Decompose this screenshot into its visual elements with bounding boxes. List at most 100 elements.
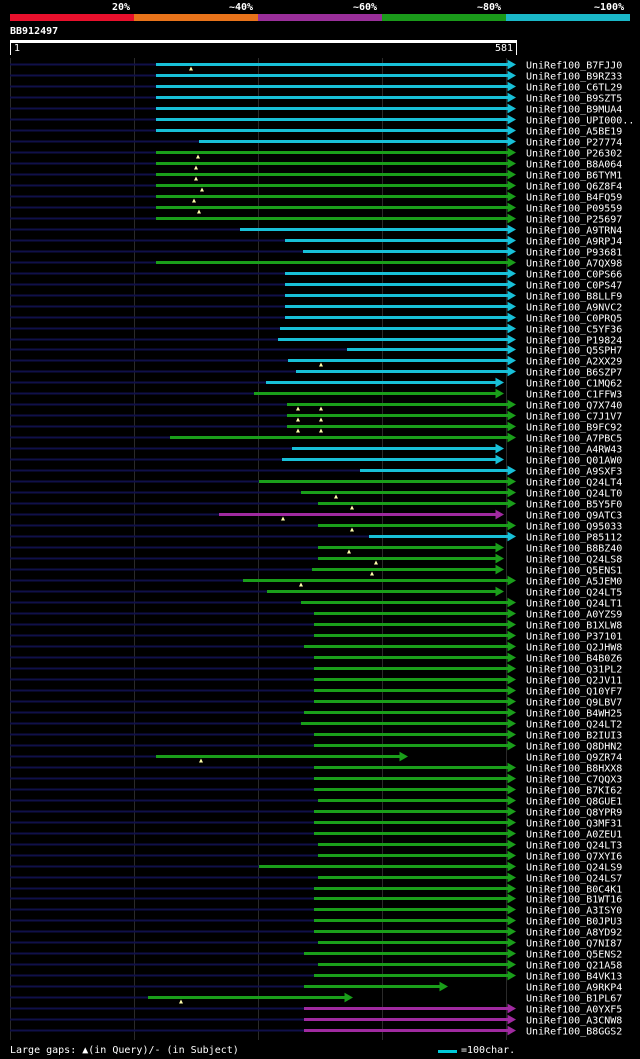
hit-row[interactable]: UniRef100_Q24LT4	[10, 476, 622, 489]
hit-label[interactable]: UniRef100_Q5ENS2	[526, 950, 622, 961]
hit-row[interactable]: UniRef100_Q8YPR9	[10, 806, 622, 819]
hit-row[interactable]: UniRef100_Q8GUE1	[10, 795, 622, 808]
hit-row[interactable]: UniRef100_Q01AW0	[10, 454, 622, 467]
hit-row[interactable]: UniRef100_B8LLF9	[10, 290, 622, 303]
hit-row[interactable]: UniRef100_B9SZT5	[10, 92, 622, 105]
hit-row[interactable]: UniRef100_A4RW43	[10, 443, 622, 456]
hit-row[interactable]: UniRef100_C0PS47	[10, 279, 622, 292]
hit-row[interactable]: UniRef100_A8YD92	[10, 926, 622, 939]
hit-row[interactable]: UniRef100_Q24LT2	[10, 718, 622, 731]
hit-row[interactable]: UniRef100_P93681	[10, 246, 622, 259]
hit-label[interactable]: UniRef100_A9RPJ4	[526, 237, 622, 248]
hit-row[interactable]: UniRef100_C1FFW3	[10, 388, 622, 401]
hit-label[interactable]: UniRef100_Q5SPH7	[526, 346, 622, 357]
hit-row[interactable]: UniRef100_A7PBC5	[10, 432, 622, 445]
hit-label[interactable]: UniRef100_C5YF36	[526, 325, 622, 336]
hit-label[interactable]: UniRef100_A0ZEU1	[526, 830, 622, 841]
hit-label[interactable]: UniRef100_Q24LS9	[526, 863, 622, 874]
hit-label[interactable]: UniRef100_A9NVC2	[526, 303, 622, 314]
hit-label[interactable]: UniRef100_B0JPU3	[526, 917, 622, 928]
hit-label[interactable]: UniRef100_B2IUI3	[526, 731, 622, 742]
hit-label[interactable]: UniRef100_B1XLW8	[526, 621, 622, 632]
hit-label[interactable]: UniRef100_A0YXF5	[526, 1005, 622, 1016]
hit-label[interactable]: UniRef100_A8YD92	[526, 928, 622, 939]
hit-row[interactable]: UniRef100_Q7NI87	[10, 937, 622, 950]
hit-label[interactable]: UniRef100_A4RW43	[526, 445, 622, 456]
hit-row[interactable]: UniRef100_Q7X740	[10, 399, 622, 412]
hit-row[interactable]: UniRef100_B6SZP7	[10, 366, 622, 379]
hit-row[interactable]: UniRef100_P09559	[10, 202, 622, 215]
hit-row[interactable]: UniRef100_Q95033	[10, 520, 622, 533]
hit-row[interactable]: UniRef100_P85112	[10, 531, 622, 544]
hit-label[interactable]: UniRef100_P26302	[526, 149, 622, 160]
hit-row[interactable]: UniRef100_B4FQ59	[10, 191, 622, 204]
hit-label[interactable]: UniRef100_C1MQ62	[526, 379, 622, 390]
hit-row[interactable]: UniRef100_B9MUA4	[10, 103, 622, 116]
hit-label[interactable]: UniRef100_Q24LT1	[526, 599, 622, 610]
hit-row[interactable]: UniRef100_C6TL29	[10, 81, 622, 94]
hit-row[interactable]: UniRef100_Q24LT1	[10, 597, 622, 610]
hit-label[interactable]: UniRef100_A5BE19	[526, 127, 622, 138]
hit-label[interactable]: UniRef100_Q9LBV7	[526, 698, 622, 709]
hit-label[interactable]: UniRef100_A9RKP4	[526, 983, 622, 994]
hit-row[interactable]: UniRef100_B4B0Z6	[10, 652, 622, 665]
hit-row[interactable]: UniRef100_Q21A58	[10, 959, 622, 972]
hit-row[interactable]: UniRef100_P25697	[10, 213, 622, 226]
hit-row[interactable]: UniRef100_A5BE19	[10, 125, 622, 138]
hit-row[interactable]: UniRef100_C5YF36	[10, 323, 622, 336]
hit-row[interactable]: UniRef100_B7FJJ0	[10, 59, 622, 72]
hit-row[interactable]: UniRef100_Q7XYI6	[10, 850, 622, 863]
hit-label[interactable]: UniRef100_Q24LT0	[526, 489, 622, 500]
hit-row[interactable]: UniRef100_A9TRN4	[10, 224, 622, 237]
hit-label[interactable]: UniRef100_Q21A58	[526, 961, 622, 972]
hit-label[interactable]: UniRef100_B4FQ59	[526, 193, 622, 204]
hit-label[interactable]: UniRef100_Q7XYI6	[526, 852, 622, 863]
hit-label[interactable]: UniRef100_C0PRQ5	[526, 314, 622, 325]
hit-label[interactable]: UniRef100_A3CNW8	[526, 1016, 622, 1027]
hit-label[interactable]: UniRef100_Q9ATC3	[526, 511, 622, 522]
hit-label[interactable]: UniRef100_Q8DHN2	[526, 742, 622, 753]
hit-label[interactable]: UniRef100_Q8YPR9	[526, 808, 622, 819]
hit-row[interactable]: UniRef100_A9RPJ4	[10, 235, 622, 248]
hit-label[interactable]: UniRef100_B9RZ33	[526, 72, 622, 83]
hit-label[interactable]: UniRef100_Q24LT2	[526, 720, 622, 731]
hit-row[interactable]: UniRef100_A0YXF5	[10, 1003, 622, 1016]
hit-row[interactable]: UniRef100_Q9LBV7	[10, 696, 622, 709]
hit-row[interactable]: UniRef100_P37101	[10, 630, 622, 643]
hit-row[interactable]: UniRef100_B8HXX8	[10, 762, 622, 775]
hit-label[interactable]: UniRef100_P19824	[526, 336, 622, 347]
hit-row[interactable]: UniRef100_C1MQ62	[10, 377, 622, 390]
hit-row[interactable]: UniRef100_B1PL67	[10, 992, 622, 1005]
hit-label[interactable]: UniRef100_A2XX29	[526, 357, 622, 368]
hit-row[interactable]: UniRef100_Q3MF31	[10, 817, 622, 830]
hit-row[interactable]: UniRef100_A9RKP4	[10, 981, 622, 994]
hit-label[interactable]: UniRef100_Q7NI87	[526, 939, 622, 950]
hit-label[interactable]: UniRef100_Q24LS8	[526, 555, 622, 566]
hit-label[interactable]: UniRef100_B7FJJ0	[526, 61, 622, 72]
hit-label[interactable]: UniRef100_Q24LT4	[526, 478, 622, 489]
hit-label[interactable]: UniRef100_Q7X740	[526, 401, 622, 412]
hit-label[interactable]: UniRef100_P09559	[526, 204, 622, 215]
hit-row[interactable]: UniRef100_C7J1V7	[10, 410, 622, 423]
hit-row[interactable]: UniRef100_C0PRQ5	[10, 312, 622, 325]
hit-label[interactable]: UniRef100_A7PBC5	[526, 434, 622, 445]
hit-row[interactable]: UniRef100_B7KI62	[10, 784, 622, 797]
hit-row[interactable]: UniRef100_Q24LS8	[10, 553, 622, 566]
hit-row[interactable]: UniRef100_B1XLW8	[10, 619, 622, 632]
hit-label[interactable]: UniRef100_Q2JV11	[526, 676, 622, 687]
hit-row[interactable]: UniRef100_C7QQX3	[10, 773, 622, 786]
hit-label[interactable]: UniRef100_B6SZP7	[526, 368, 622, 379]
hit-row[interactable]: UniRef100_B5Y5F0	[10, 498, 622, 511]
hit-label[interactable]: UniRef100_A9TRN4	[526, 226, 622, 237]
hit-label[interactable]: UniRef100_Q3MF31	[526, 819, 622, 830]
hit-label[interactable]: UniRef100_C1FFW3	[526, 390, 622, 401]
hit-row[interactable]: UniRef100_Q24LT3	[10, 839, 622, 852]
hit-label[interactable]: UniRef100_B8A064	[526, 160, 622, 171]
hit-label[interactable]: UniRef100_B8HXX8	[526, 764, 622, 775]
hit-row[interactable]: UniRef100_Q9ZR74	[10, 751, 622, 764]
hit-label[interactable]: UniRef100_C7QQX3	[526, 775, 622, 786]
hit-label[interactable]: UniRef100_B9FC92	[526, 423, 622, 434]
hit-row[interactable]: UniRef100_B2IUI3	[10, 729, 622, 742]
hit-label[interactable]: UniRef100_B8GGS2	[526, 1027, 622, 1038]
hit-label[interactable]: UniRef100_B8BZ40	[526, 544, 622, 555]
